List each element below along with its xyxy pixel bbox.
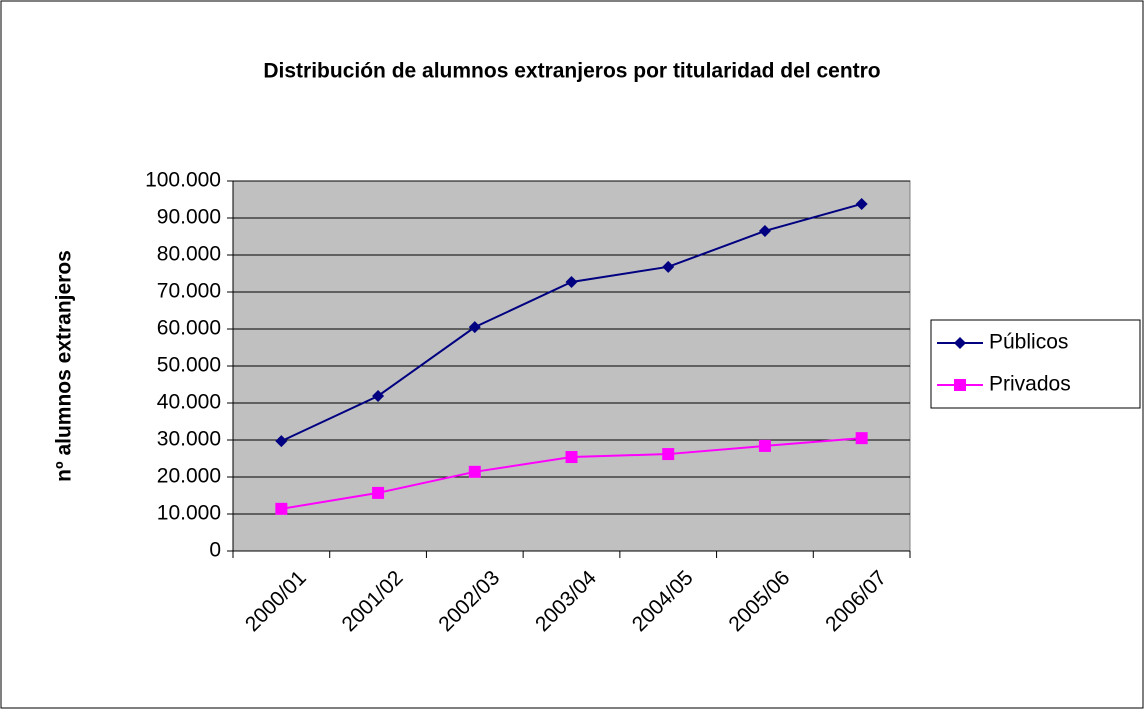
y-tick-label: 80.000 xyxy=(157,243,221,266)
y-tick-label: 60.000 xyxy=(157,317,221,340)
y-axis-label: nº alumnos extranjeros xyxy=(53,250,76,482)
y-tick-label: 100.000 xyxy=(145,169,221,192)
data-point xyxy=(954,379,966,391)
data-point xyxy=(662,448,675,461)
y-tick-label: 30.000 xyxy=(157,428,221,451)
data-point xyxy=(275,502,288,515)
data-point xyxy=(855,432,868,445)
data-point xyxy=(758,224,771,237)
data-point xyxy=(275,435,288,448)
y-tick-label: 10.000 xyxy=(157,502,221,525)
data-point xyxy=(372,486,385,499)
chart-title: Distribución de alumnos extranjeros por … xyxy=(263,60,880,83)
legend-box xyxy=(930,319,1141,409)
data-point xyxy=(565,451,578,464)
legend-label: Privados xyxy=(989,373,1071,396)
data-point xyxy=(372,389,385,402)
y-tick-label: 0 xyxy=(209,539,221,562)
y-tick-label: 50.000 xyxy=(157,354,221,377)
data-point xyxy=(758,439,771,452)
y-tick-label: 40.000 xyxy=(157,391,221,414)
legend-label: Públicos xyxy=(989,331,1068,354)
data-point xyxy=(468,321,481,334)
y-tick-label: 20.000 xyxy=(157,465,221,488)
data-point xyxy=(855,197,868,210)
data-point xyxy=(468,465,481,478)
data-point xyxy=(954,337,966,349)
y-tick-label: 70.000 xyxy=(157,280,221,303)
data-point xyxy=(662,260,675,273)
data-point xyxy=(565,276,578,289)
y-tick-label: 90.000 xyxy=(157,206,221,229)
